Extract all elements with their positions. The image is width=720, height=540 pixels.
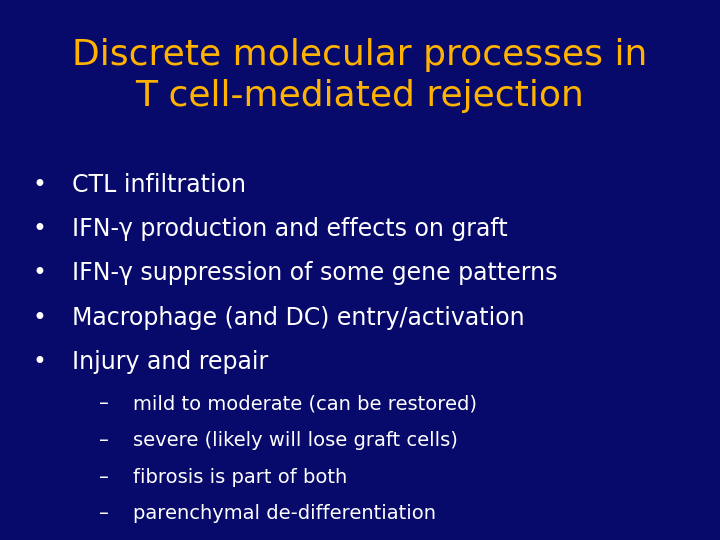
Text: –: – xyxy=(99,431,109,450)
Text: Injury and repair: Injury and repair xyxy=(72,350,269,374)
Text: mild to moderate (can be restored): mild to moderate (can be restored) xyxy=(133,394,477,413)
Text: –: – xyxy=(99,504,109,523)
Text: •: • xyxy=(32,350,47,374)
Text: •: • xyxy=(32,306,47,329)
Text: •: • xyxy=(32,173,47,197)
Text: IFN-γ suppression of some gene patterns: IFN-γ suppression of some gene patterns xyxy=(72,261,557,285)
Text: severe (likely will lose graft cells): severe (likely will lose graft cells) xyxy=(133,431,458,450)
Text: •: • xyxy=(32,261,47,285)
Text: CTL infiltration: CTL infiltration xyxy=(72,173,246,197)
Text: fibrosis is part of both: fibrosis is part of both xyxy=(133,468,348,487)
Text: –: – xyxy=(99,394,109,413)
Text: IFN-γ production and effects on graft: IFN-γ production and effects on graft xyxy=(72,217,508,241)
Text: •: • xyxy=(32,217,47,241)
Text: Macrophage (and DC) entry/activation: Macrophage (and DC) entry/activation xyxy=(72,306,525,329)
Text: parenchymal de-differentiation: parenchymal de-differentiation xyxy=(133,504,436,523)
Text: Discrete molecular processes in
T cell-mediated rejection: Discrete molecular processes in T cell-m… xyxy=(72,38,648,112)
Text: –: – xyxy=(99,468,109,487)
